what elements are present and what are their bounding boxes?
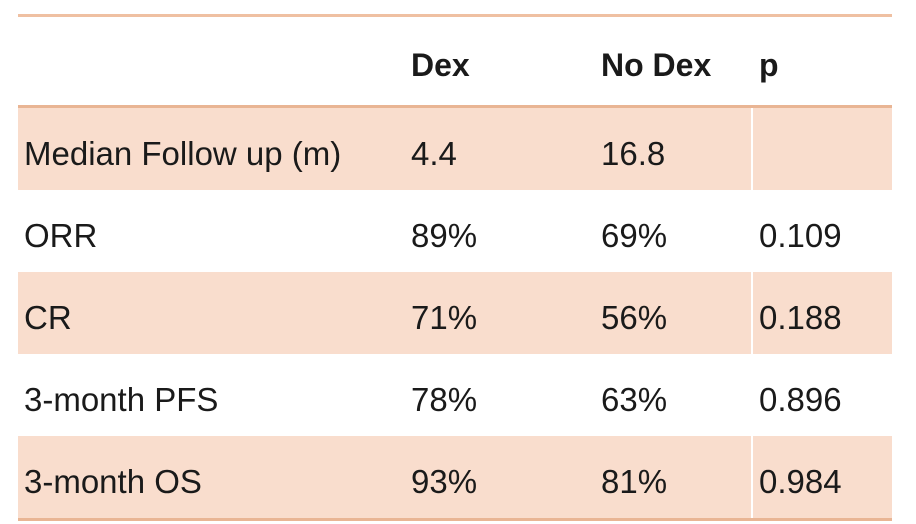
results-table: Dex No Dex p Median Follow up (m) 4.4 16…	[18, 14, 892, 521]
no-dex-value: 16.8	[601, 135, 666, 172]
row-label: ORR	[24, 217, 98, 254]
table-row-cr: CR 71% 56% 0.188	[18, 272, 892, 354]
header-label-column	[18, 57, 411, 65]
table-row-median-follow-up: Median Follow up (m) 4.4 16.8	[18, 108, 892, 190]
table-row-3-month-os: 3-month OS 93% 81% 0.984	[18, 436, 892, 521]
dex-value: 71%	[411, 299, 478, 336]
dex-value: 4.4	[411, 135, 457, 172]
no-dex-value: 63%	[601, 381, 668, 418]
p-value: 0.188	[751, 272, 892, 354]
p-value: 0.109	[759, 217, 842, 254]
table-top-rule	[18, 14, 892, 17]
table-row-orr: ORR 89% 69% 0.109	[18, 190, 892, 272]
header-no-dex: No Dex	[601, 46, 712, 83]
p-value	[751, 108, 892, 190]
table-header-row: Dex No Dex p	[18, 17, 892, 108]
row-label: 3-month PFS	[24, 381, 219, 418]
dex-value: 93%	[411, 463, 478, 500]
row-label: CR	[24, 299, 72, 336]
row-label: 3-month OS	[24, 463, 202, 500]
table-row-3-month-pfs: 3-month PFS 78% 63% 0.896	[18, 354, 892, 436]
dex-value: 89%	[411, 217, 478, 254]
p-value: 0.896	[759, 381, 842, 418]
header-dex: Dex	[411, 46, 470, 83]
p-value: 0.984	[751, 436, 892, 518]
header-p: p	[759, 46, 779, 83]
no-dex-value: 56%	[601, 299, 668, 336]
no-dex-value: 69%	[601, 217, 668, 254]
row-label: Median Follow up (m)	[24, 135, 342, 172]
no-dex-value: 81%	[601, 463, 668, 500]
dex-value: 78%	[411, 381, 478, 418]
